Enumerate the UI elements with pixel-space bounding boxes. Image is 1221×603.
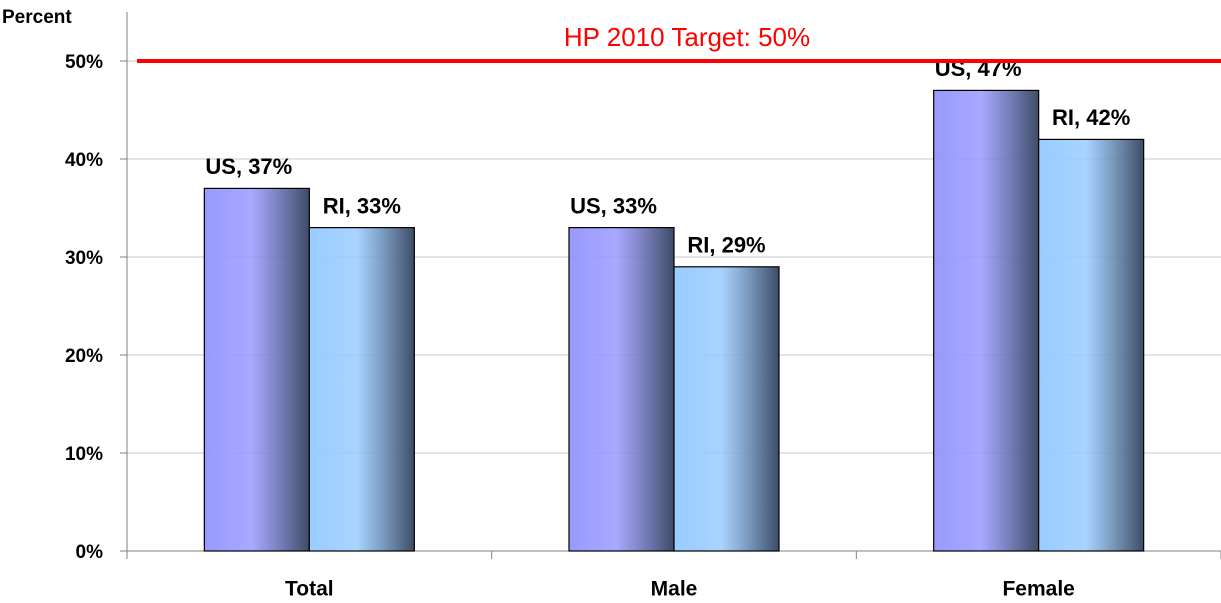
y-tick-label: 50% bbox=[65, 52, 103, 73]
x-tick-label: Total bbox=[285, 578, 334, 601]
bar bbox=[203, 187, 310, 552]
bar bbox=[568, 227, 675, 552]
bar bbox=[308, 227, 415, 552]
y-tick-label: 0% bbox=[76, 542, 104, 563]
data-label: US, 33% bbox=[570, 193, 657, 218]
target-label: HP 2010 Target: 50% bbox=[564, 22, 810, 52]
data-label: US, 37% bbox=[205, 154, 292, 179]
x-tick-label: Female bbox=[1002, 578, 1074, 601]
y-axis-label: Percent bbox=[2, 7, 72, 28]
x-tick-label: Male bbox=[651, 578, 698, 601]
y-tick-label: 20% bbox=[65, 346, 103, 367]
data-label: RI, 42% bbox=[1052, 105, 1130, 130]
bar bbox=[673, 266, 780, 552]
y-tick-label: 30% bbox=[65, 248, 103, 269]
bar bbox=[933, 89, 1040, 552]
y-tick-label: 40% bbox=[65, 150, 103, 171]
data-label: RI, 33% bbox=[323, 193, 401, 218]
y-tick-label: 10% bbox=[65, 444, 103, 465]
data-label: RI, 29% bbox=[687, 233, 765, 258]
bar bbox=[1038, 138, 1145, 552]
